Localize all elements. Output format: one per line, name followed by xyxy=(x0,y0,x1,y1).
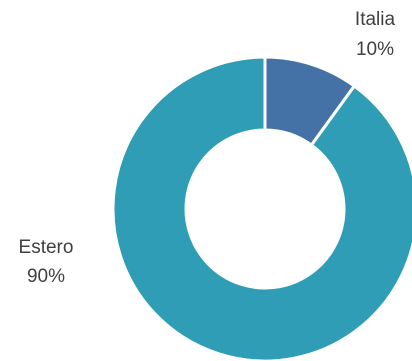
slice-value-italia: 10% xyxy=(356,39,394,60)
slice-estero xyxy=(111,55,412,361)
slice-label-italia: Italia xyxy=(355,9,396,30)
slice-value-estero: 90% xyxy=(27,266,65,287)
donut-slices xyxy=(111,55,412,361)
slice-label-estero: Estero xyxy=(19,237,74,258)
